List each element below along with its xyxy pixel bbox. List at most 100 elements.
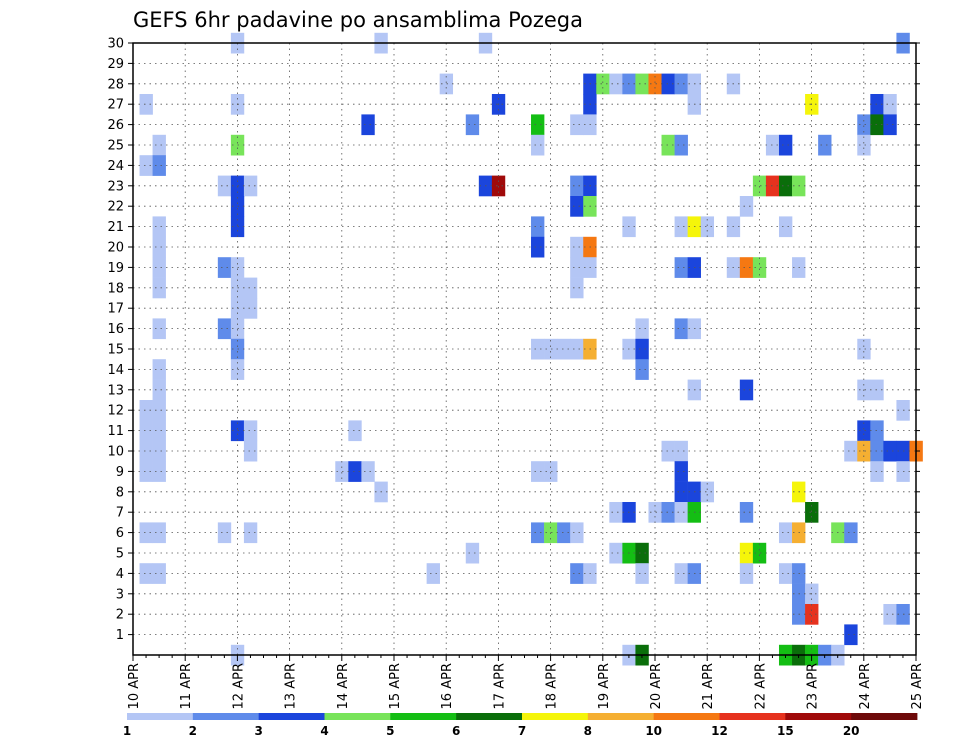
heatmap-cell bbox=[674, 461, 688, 482]
heatmap-cell bbox=[674, 481, 688, 503]
x-tick-label: 16 APR bbox=[440, 663, 455, 709]
y-tick-label: 13 bbox=[107, 383, 124, 398]
heatmap-cell bbox=[243, 522, 258, 544]
colorbar-swatch bbox=[587, 713, 655, 720]
heatmap-cell bbox=[152, 155, 166, 176]
heatmap-cell bbox=[778, 134, 793, 156]
heatmap-cell bbox=[596, 73, 610, 95]
heatmap-cell bbox=[139, 563, 153, 584]
heatmap-cell bbox=[739, 563, 754, 584]
heatmap-cell bbox=[139, 400, 153, 421]
heatmap-cell bbox=[570, 257, 584, 278]
heatmap-cell bbox=[570, 175, 584, 197]
x-axis: 10 APR 11 APR 12 APR 13 APR 14 APR 15 APR 16 A… bbox=[127, 655, 925, 709]
y-tick-label: 8 bbox=[116, 485, 124, 500]
heatmap-cell bbox=[870, 440, 884, 462]
heatmap-cell bbox=[609, 73, 623, 95]
heatmap-cell bbox=[570, 114, 584, 136]
heatmap-cell bbox=[635, 542, 649, 564]
heatmap-cell bbox=[152, 440, 166, 462]
heatmap-cell bbox=[765, 175, 780, 197]
heatmap-cell bbox=[870, 461, 884, 482]
x-tick-label: 15 APR bbox=[388, 663, 403, 709]
heatmap-cell bbox=[491, 175, 506, 197]
heatmap-cell bbox=[557, 338, 571, 360]
heatmap-cell bbox=[361, 461, 375, 482]
heatmap-cell bbox=[739, 542, 754, 564]
heatmap-cell bbox=[152, 461, 166, 482]
colorbar-label: 2 bbox=[189, 724, 197, 738]
colorbar-swatch bbox=[324, 713, 391, 720]
heatmap-cell bbox=[857, 114, 871, 136]
colorbar-label: 6 bbox=[452, 724, 460, 738]
y-tick-label: 29 bbox=[107, 57, 124, 72]
heatmap-cell bbox=[870, 379, 884, 401]
colorbar-label: 12 bbox=[711, 724, 728, 738]
y-tick-label: 18 bbox=[107, 281, 124, 296]
heatmap-cell bbox=[361, 114, 375, 136]
heatmap-cell bbox=[635, 563, 649, 584]
heatmap-cell bbox=[752, 257, 767, 278]
y-tick-label: 6 bbox=[116, 526, 124, 541]
heatmap-cell bbox=[557, 522, 571, 544]
heatmap-cell bbox=[870, 94, 884, 115]
heatmap-cell bbox=[570, 277, 584, 299]
heatmap-cell bbox=[217, 175, 232, 197]
heatmap-cell bbox=[152, 420, 166, 442]
x-tick-label: 11 APR bbox=[179, 663, 194, 709]
heatmap-cell bbox=[217, 257, 232, 278]
heatmap-cell bbox=[152, 236, 166, 258]
heatmap-cell bbox=[531, 338, 545, 360]
heatmap-cell bbox=[570, 522, 584, 544]
heatmap-cell bbox=[674, 73, 688, 95]
heatmap-cell bbox=[805, 604, 819, 625]
heatmap-cell bbox=[570, 563, 584, 584]
heatmap-cell bbox=[739, 257, 754, 278]
heatmap-cell bbox=[648, 73, 662, 95]
y-tick-label: 15 bbox=[107, 343, 124, 358]
colorbar-swatch bbox=[192, 713, 260, 720]
x-tick-label: 19 APR bbox=[597, 663, 612, 709]
heatmap-cell bbox=[544, 461, 558, 482]
heatmap-cell bbox=[609, 542, 623, 564]
heatmap-cell bbox=[152, 134, 166, 156]
heatmap-cell bbox=[661, 134, 675, 156]
heatmap-cell bbox=[152, 257, 166, 278]
heatmap-cell bbox=[661, 73, 675, 95]
heatmap-cell bbox=[739, 502, 754, 523]
heatmap-cell bbox=[883, 94, 897, 115]
x-tick-label: 14 APR bbox=[336, 663, 351, 709]
x-tick-label: 13 APR bbox=[284, 663, 299, 709]
colorbar-label: 8 bbox=[584, 724, 592, 738]
heatmap-cell bbox=[857, 420, 871, 442]
heatmap-cell bbox=[348, 420, 362, 442]
heatmap-cell bbox=[674, 257, 688, 278]
y-tick-label: 27 bbox=[107, 98, 124, 113]
colorbar-swatch bbox=[785, 713, 852, 720]
y-tick-label: 22 bbox=[107, 200, 124, 215]
y-tick-label: 30 bbox=[107, 37, 124, 52]
heatmap-cell bbox=[152, 379, 166, 401]
heatmap-cell bbox=[243, 277, 258, 299]
grid-lines bbox=[133, 42, 916, 655]
x-tick-label: 18 APR bbox=[545, 663, 560, 709]
x-tick-label: 24 APR bbox=[858, 663, 873, 709]
heatmap-cell bbox=[152, 563, 166, 584]
colorbar-label: 7 bbox=[518, 724, 526, 738]
heatmap-cell bbox=[531, 461, 545, 482]
y-tick-label: 19 bbox=[107, 261, 124, 276]
y-tick-label: 28 bbox=[107, 77, 124, 92]
colorbar-label: 15 bbox=[777, 724, 794, 738]
heatmap-cell bbox=[739, 379, 754, 401]
y-tick-label: 20 bbox=[107, 241, 124, 256]
heatmap-cell bbox=[570, 338, 584, 360]
heatmap-cell bbox=[674, 440, 688, 462]
heatmap-cell bbox=[531, 114, 545, 136]
heatmap-cell bbox=[139, 420, 153, 442]
heatmap-cell bbox=[752, 175, 767, 197]
colorbar-swatch bbox=[851, 713, 918, 720]
heatmap-cell bbox=[844, 624, 858, 646]
heatmap-cell bbox=[700, 481, 715, 503]
y-tick-label: 12 bbox=[107, 404, 124, 419]
colorbar-swatch bbox=[653, 713, 720, 720]
